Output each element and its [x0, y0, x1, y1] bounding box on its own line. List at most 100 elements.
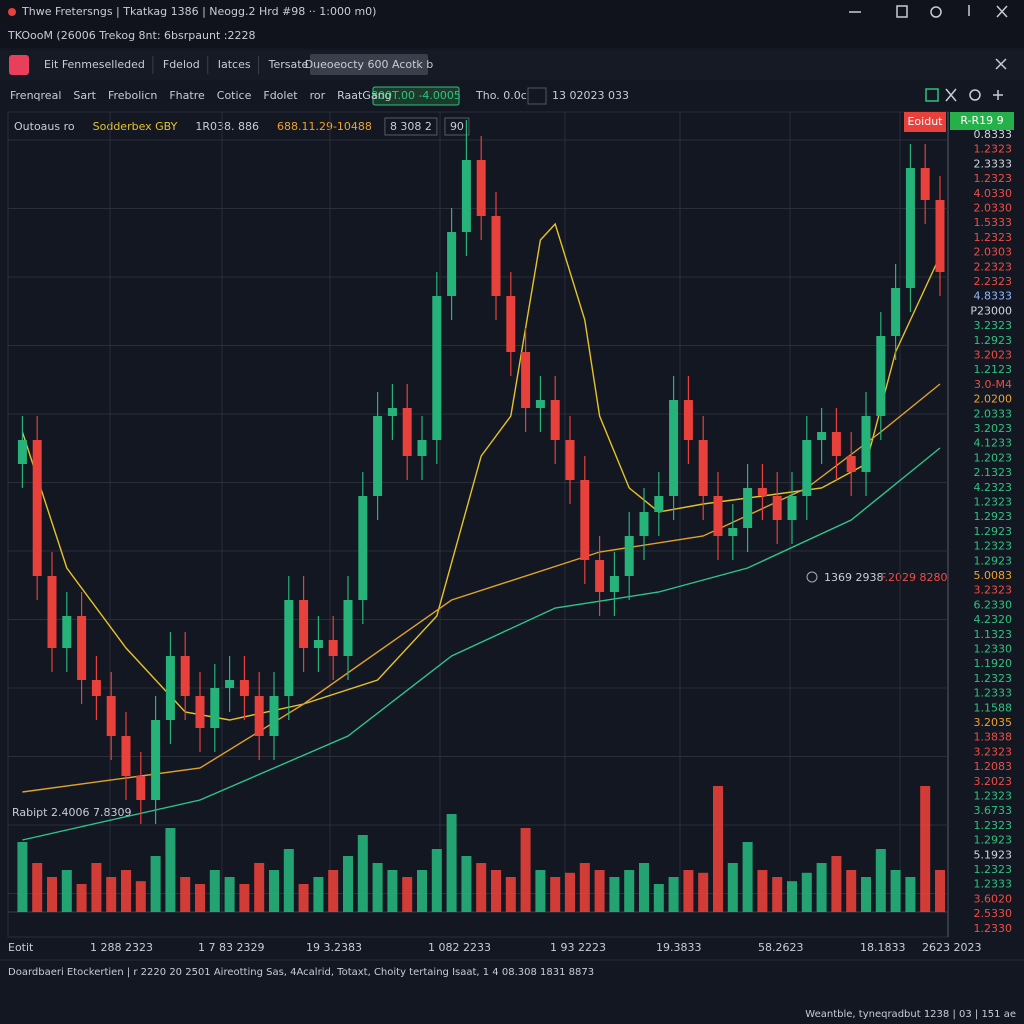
volume-bar — [32, 863, 43, 912]
candle-body — [639, 512, 649, 536]
tab[interactable]: Eit Fenmeselleded — [44, 58, 145, 71]
settings-button[interactable] — [930, 6, 942, 18]
maximize-button[interactable] — [896, 5, 908, 18]
price-label: 1.2330 — [974, 643, 1013, 656]
window-subtitle: TKOooM (26006 Trekog 8nt: 6bsrpaunt :222… — [7, 29, 255, 42]
toolbar-item[interactable]: Cotice — [217, 89, 252, 102]
price-label: 3.2023 — [974, 775, 1013, 788]
title-bar — [0, 0, 1024, 48]
price-label: 1.2323 — [974, 672, 1013, 685]
x-tick-label: 18.1833 — [860, 941, 906, 954]
volume-bar — [47, 877, 57, 912]
price-label: 1.1920 — [974, 657, 1013, 670]
toolbar-item[interactable]: Sart — [73, 89, 96, 102]
volume-bar — [550, 877, 561, 912]
change-annotation: F.2029 8280 — [880, 571, 948, 584]
volume-bar — [91, 863, 102, 912]
sell-badge-bg[interactable] — [904, 112, 946, 132]
volume-bar — [446, 814, 457, 912]
toolbar-item[interactable]: Fhatre — [169, 89, 205, 102]
sell-badge[interactable]: Eoidut — [907, 115, 943, 128]
legend-item: 1R038. 886 — [195, 120, 259, 133]
candle-body — [787, 496, 797, 520]
tool-icon[interactable] — [993, 90, 1003, 100]
price-label: 4.2320 — [974, 613, 1013, 626]
toolbar-item[interactable]: RaatGang — [337, 89, 391, 102]
x-tick-label: 1 7 83 2329 — [198, 941, 264, 954]
candle-body — [506, 296, 516, 352]
tab[interactable]: Fdelod — [163, 58, 200, 71]
volume-bar — [535, 870, 546, 912]
volume-bar — [165, 828, 176, 912]
candle-body — [861, 416, 871, 472]
volume-bar — [890, 870, 901, 912]
toolbar-item[interactable]: ror — [310, 89, 326, 102]
volume-bar — [683, 870, 694, 912]
volume-bar — [283, 849, 294, 912]
status-left: Doardbaeri Etockertien | r 2220 20 2501 … — [8, 967, 594, 978]
volume-bar — [61, 870, 72, 912]
toolbar-item[interactable]: Frebolicn — [108, 89, 157, 102]
volume-bar — [846, 870, 857, 912]
tab[interactable]: Iatces — [218, 58, 251, 71]
price-label: 2.5330 — [974, 907, 1013, 920]
candle-body — [757, 488, 767, 496]
volume-bar — [698, 872, 709, 912]
price-label: 3.2323 — [974, 584, 1013, 597]
price-label: 2.1323 — [974, 466, 1013, 479]
candle-body — [580, 480, 590, 560]
candle-body — [225, 680, 235, 688]
candle-body — [373, 416, 383, 496]
tool-icon[interactable] — [969, 89, 981, 101]
volume-bar — [609, 877, 620, 912]
candle-body — [817, 432, 827, 440]
price-label: 6.2330 — [974, 598, 1013, 611]
toolbar-item[interactable]: Frenqreal — [10, 89, 61, 102]
volume-bar — [905, 877, 916, 912]
close-button[interactable] — [996, 5, 1008, 18]
legend-item: 90 — [450, 120, 464, 133]
active-tab[interactable]: Dueoeocty 600 Acotk b — [305, 58, 434, 71]
volume-bar — [491, 870, 501, 912]
tab-close[interactable] — [995, 58, 1007, 70]
buy-badge[interactable]: R-R19 9 — [960, 114, 1003, 127]
price-label: 3.0-M4 — [974, 378, 1012, 391]
buy-badge-bg[interactable] — [950, 112, 1014, 130]
active-tab-bg[interactable] — [310, 54, 428, 75]
volume-bar — [653, 884, 664, 912]
price-label: 1.5333 — [974, 216, 1013, 229]
candle-body — [269, 696, 279, 736]
candle-body — [165, 656, 175, 720]
price-label: 1.2923 — [974, 334, 1013, 347]
price-label: 2.2323 — [974, 260, 1013, 273]
candle-body — [565, 440, 575, 480]
volume-bar — [150, 856, 161, 912]
tab[interactable]: Tersate — [268, 58, 309, 71]
tool-icon[interactable] — [925, 88, 939, 102]
volume-bar — [831, 856, 842, 912]
legend-item: Outoaus ro — [14, 120, 75, 133]
price-label: 3.2023 — [974, 349, 1013, 362]
volume-bar — [757, 870, 768, 912]
price-label: 2.2323 — [974, 275, 1013, 288]
candle-body — [151, 720, 161, 800]
toolbar-item[interactable]: Fdolet — [263, 89, 298, 102]
price-label: 1.2923 — [974, 525, 1013, 538]
price-label: 1.2923 — [974, 554, 1013, 567]
volume-bar — [357, 835, 368, 912]
candle-body — [91, 680, 101, 696]
volume-bar — [269, 870, 279, 912]
candle-body — [210, 688, 220, 728]
candle-body — [17, 440, 27, 464]
status-right: Weantble, tyneqradbut 1238 | 03 | 151 ae — [805, 1009, 1016, 1020]
price-label: 2.0333 — [974, 407, 1013, 420]
price-box-bg — [372, 86, 460, 106]
candle-body — [595, 560, 605, 592]
volume-bar — [816, 863, 827, 912]
candle-body — [876, 336, 886, 416]
tool-icon[interactable] — [945, 88, 957, 102]
volume-bar — [298, 884, 309, 912]
toolbar-box[interactable] — [527, 87, 547, 105]
candle-body — [846, 456, 856, 472]
candle-body — [743, 488, 753, 528]
